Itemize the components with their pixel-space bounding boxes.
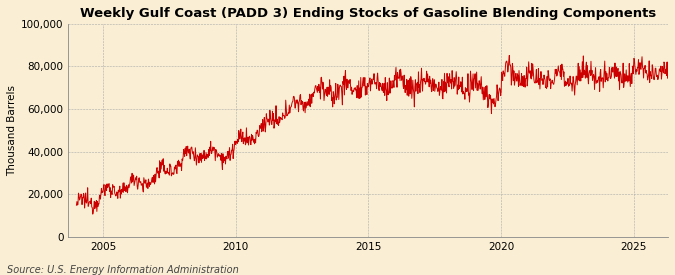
Title: Weekly Gulf Coast (PADD 3) Ending Stocks of Gasoline Blending Components: Weekly Gulf Coast (PADD 3) Ending Stocks… [80,7,656,20]
Text: Source: U.S. Energy Information Administration: Source: U.S. Energy Information Administ… [7,265,238,275]
Y-axis label: Thousand Barrels: Thousand Barrels [7,85,17,176]
